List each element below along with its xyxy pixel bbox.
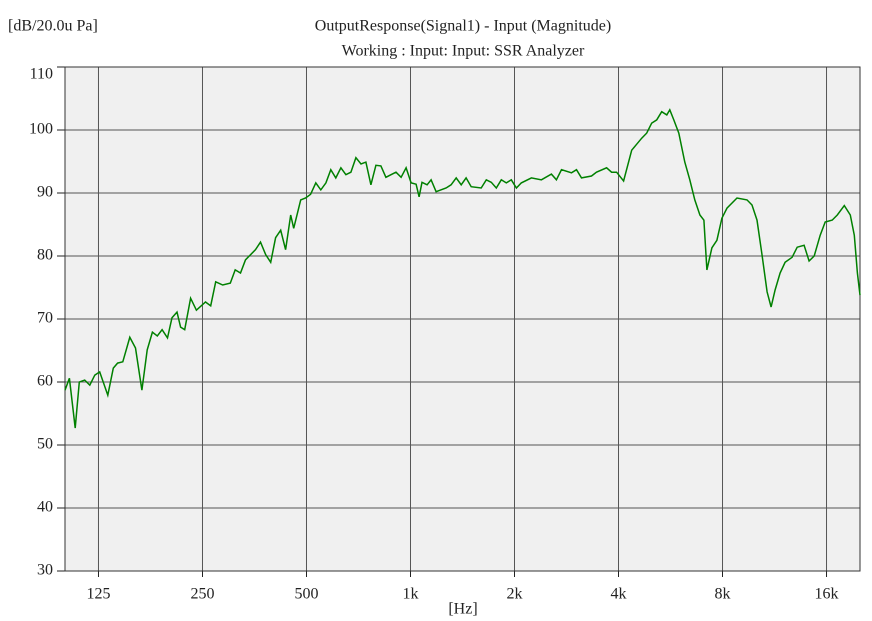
y-tick-label: 60: [37, 373, 53, 390]
y-tick-label: 110: [30, 66, 53, 83]
x-tick-label: 2k: [507, 586, 523, 603]
y-tick-label: 80: [37, 247, 53, 264]
y-axis-label: [dB/20.0u Pa]: [8, 18, 98, 35]
x-tick-label: 8k: [715, 586, 731, 603]
y-tick-label: 70: [37, 310, 53, 327]
x-tick-label: 125: [86, 586, 110, 603]
x-axis-label: [Hz]: [448, 601, 477, 618]
x-tick-label: 4k: [611, 586, 627, 603]
chart-subtitle: Working : Input: Input: SSR Analyzer: [342, 43, 585, 60]
y-tick-label: 50: [37, 436, 53, 453]
data-line: [64, 108, 861, 429]
x-tick-label: 1k: [402, 586, 418, 603]
chart-title: OutputResponse(Signal1) - Input (Magnitu…: [315, 18, 611, 35]
x-tick-label: 500: [294, 586, 318, 603]
y-tick-label: 100: [29, 121, 53, 138]
x-tick-label: 250: [190, 586, 214, 603]
plot-border: [64, 66, 861, 572]
y-tick-label: 40: [37, 499, 53, 516]
y-tick-label: 30: [37, 562, 53, 579]
y-tick-label: 90: [37, 184, 53, 201]
x-tick-label: 16k: [815, 586, 839, 603]
